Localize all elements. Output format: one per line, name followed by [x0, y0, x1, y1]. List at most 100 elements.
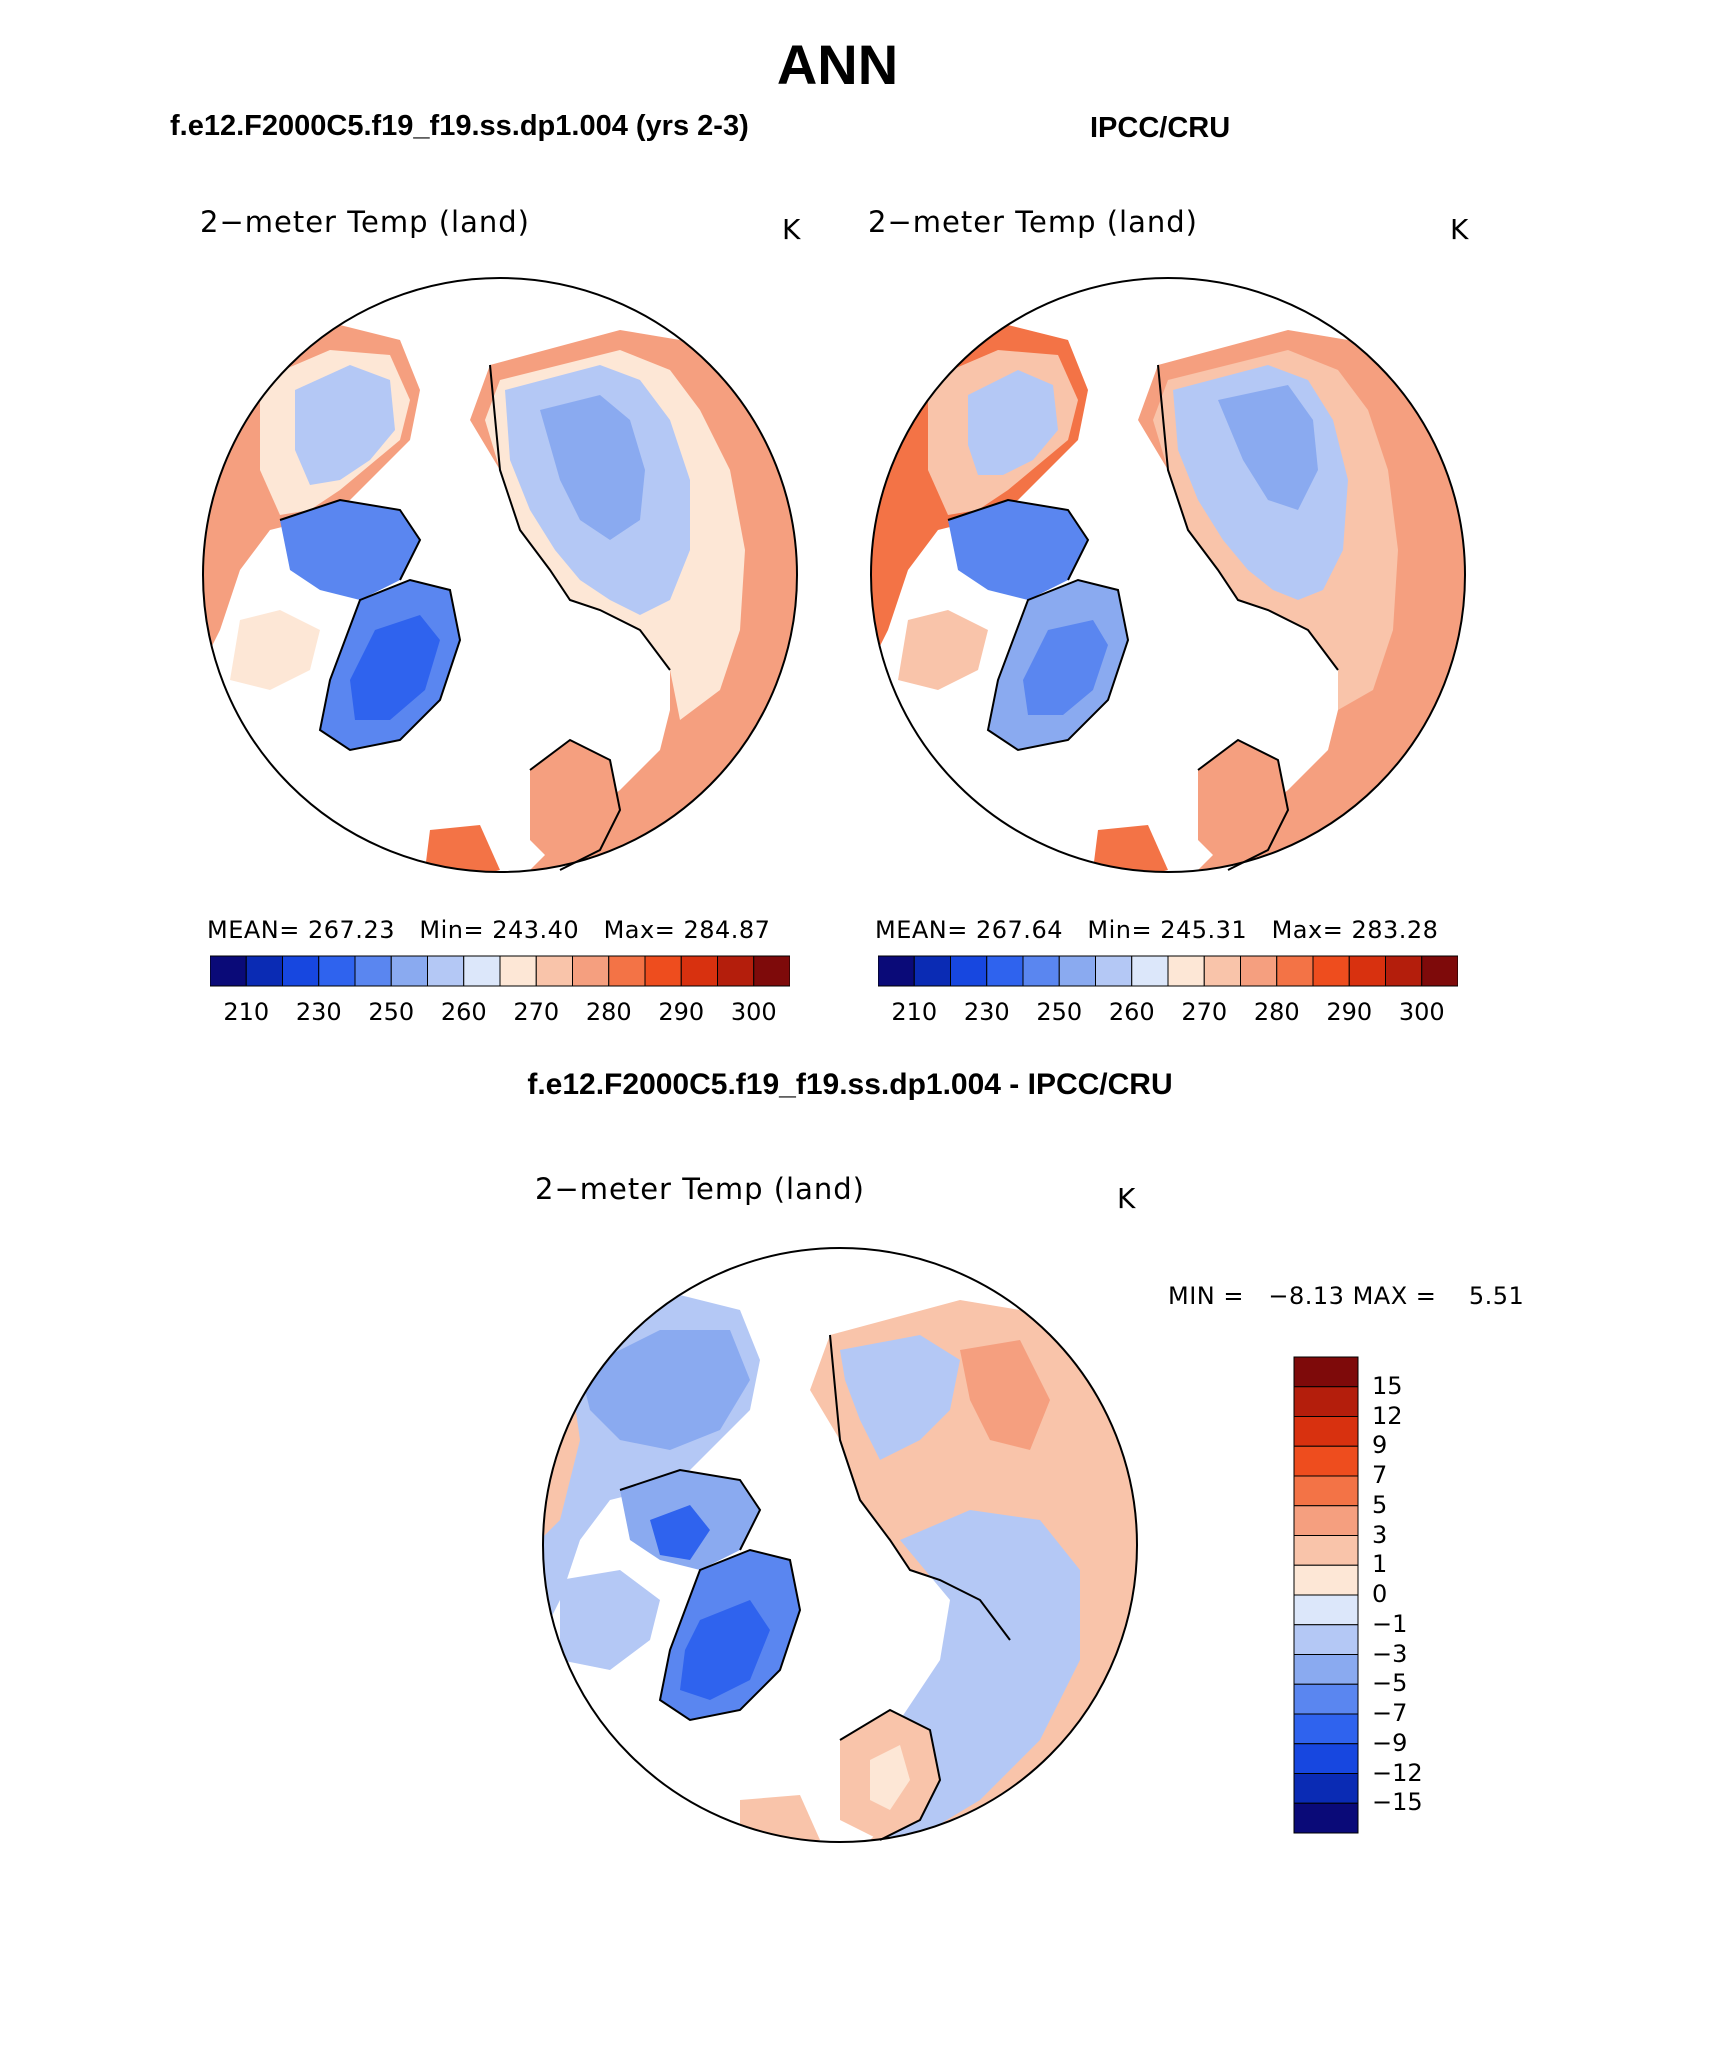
diff-max-value: 5.51	[1468, 1282, 1525, 1310]
obs-colorbar-tick-label: 230	[963, 998, 1010, 1026]
case-mean-value: 267.23	[308, 916, 395, 944]
case-colorbar-tick-label: 260	[440, 998, 487, 1026]
obs-min-value: 245.31	[1160, 916, 1248, 944]
obs-colorbar-tick-label: 280	[1253, 998, 1300, 1026]
diff-colorbar-label: −3	[1372, 1639, 1408, 1668]
diff-colorbar-swatch	[1293, 1654, 1359, 1685]
case-colorbar	[210, 955, 790, 987]
obs-colorbar-swatch	[950, 955, 988, 987]
diff-colorbar-swatch	[1293, 1475, 1359, 1507]
obs-max-value: 283.28	[1351, 916, 1439, 944]
obs-colorbar-swatch	[1131, 955, 1169, 987]
diff-colorbar-label: 7	[1372, 1461, 1388, 1489]
case-colorbar-swatch	[572, 955, 610, 987]
diff-colorbar-label: 5	[1372, 1490, 1388, 1519]
diff-polar-map	[542, 1247, 1138, 1843]
case-colorbar-ticks: 210 230 250 260 270 280 290 300	[210, 998, 790, 1028]
diff-colorbar-label: 3	[1372, 1520, 1388, 1549]
diff-colorbar-label: 0	[1372, 1580, 1388, 1608]
case-polar-map	[202, 277, 798, 873]
obs-colorbar-tick-label: 210	[891, 998, 938, 1026]
obs-colorbar-swatch	[986, 955, 1024, 987]
figure-title: ANN	[776, 33, 899, 96]
obs-colorbar-swatch	[1167, 955, 1205, 987]
diff-colorbar-swatch	[1293, 1802, 1359, 1834]
diff-min-label: MIN =	[1168, 1282, 1244, 1310]
obs-colorbar-swatch	[1312, 955, 1350, 987]
diff-units-label: K	[1117, 1182, 1136, 1215]
diff-colorbar-swatch	[1293, 1416, 1359, 1447]
case-colorbar-tick-label: 230	[295, 998, 342, 1026]
obs-colorbar-tick-label: 260	[1108, 998, 1155, 1026]
case-colorbar-tick-label: 250	[368, 998, 415, 1026]
case-colorbar-swatch	[390, 955, 428, 987]
case-panel-heading: f.e12.F2000C5.f19_f19.ss.dp1.004 (yrs 2-…	[170, 110, 749, 142]
obs-panel-heading: IPCC/CRU	[1090, 112, 1231, 144]
diff-colorbar-swatch	[1293, 1535, 1359, 1566]
diff-colorbar-swatch	[1293, 1564, 1359, 1596]
case-colorbar-tick-label: 210	[223, 998, 270, 1026]
obs-stats: MEAN= 267.64 Min= 245.31 Max= 283.28	[875, 916, 1438, 944]
obs-colorbar-tick-label: 250	[1036, 998, 1083, 1026]
case-colorbar-tick-label: 290	[658, 998, 705, 1026]
diff-colorbar-swatch	[1293, 1773, 1359, 1804]
diff-colorbar	[1293, 1356, 1359, 1834]
case-colorbar-swatch	[644, 955, 682, 987]
case-min-label: Min=	[419, 916, 485, 944]
case-stats: MEAN= 267.23 Min= 243.40 Max= 284.87	[207, 916, 770, 944]
obs-colorbar-swatch	[1240, 955, 1278, 987]
obs-colorbar-ticks: 210 230 250 260 270 280 290 300	[878, 998, 1458, 1028]
obs-max-label: Max=	[1271, 916, 1344, 944]
case-colorbar-swatch	[608, 955, 646, 987]
obs-colorbar-swatch	[1058, 955, 1096, 987]
obs-colorbar-tick-label: 290	[1326, 998, 1373, 1026]
case-colorbar-swatch	[463, 955, 501, 987]
case-colorbar-swatch	[499, 955, 537, 987]
diff-colorbar-label: −7	[1372, 1699, 1408, 1727]
case-colorbar-swatch	[282, 955, 320, 987]
diff-colorbar-swatch	[1293, 1356, 1359, 1388]
case-colorbar-tick-label: 300	[730, 998, 777, 1026]
obs-colorbar-tick-label: 270	[1181, 998, 1228, 1026]
diff-colorbar-swatch	[1293, 1624, 1359, 1655]
diff-colorbar-swatch	[1293, 1594, 1359, 1626]
diff-panel-heading: f.e12.F2000C5.f19_f19.ss.dp1.004 - IPCC/…	[527, 1068, 1173, 1101]
case-max-label: Max=	[603, 916, 676, 944]
obs-variable-label: 2−meter Temp (land)	[868, 205, 1198, 239]
obs-mean-label: MEAN=	[875, 916, 968, 944]
case-colorbar-swatch	[427, 955, 465, 987]
case-colorbar-tick-label: 280	[585, 998, 632, 1026]
diff-colorbar-swatch	[1293, 1743, 1359, 1774]
case-colorbar-swatch	[210, 955, 247, 987]
obs-mean-value: 267.64	[976, 916, 1063, 944]
obs-colorbar-swatch	[1348, 955, 1386, 987]
obs-colorbar-swatch	[878, 955, 915, 987]
case-mean-label: MEAN=	[207, 916, 300, 944]
obs-min-label: Min=	[1087, 916, 1153, 944]
obs-colorbar-swatch	[1276, 955, 1314, 987]
diff-colorbar-labels: 15 12 9 7 5 3 1 0 −1 −3 −5 −7 −9 −12 −15	[1372, 1356, 1452, 1836]
diff-max-label: MAX =	[1352, 1282, 1437, 1310]
diff-colorbar-label: −1	[1372, 1609, 1408, 1638]
case-max-value: 284.87	[683, 916, 771, 944]
obs-colorbar-swatch	[1385, 955, 1423, 987]
diff-variable-label: 2−meter Temp (land)	[535, 1172, 865, 1206]
diff-colorbar-label: −5	[1372, 1669, 1408, 1698]
obs-colorbar-tick-label: 300	[1398, 998, 1445, 1026]
obs-polar-map	[870, 277, 1466, 873]
case-min-value: 243.40	[492, 916, 580, 944]
diff-colorbar-label: −15	[1372, 1788, 1423, 1817]
diff-colorbar-label: 9	[1372, 1431, 1388, 1460]
case-colorbar-swatch	[717, 955, 755, 987]
case-variable-label: 2−meter Temp (land)	[200, 205, 530, 239]
diff-colorbar-swatch	[1293, 1683, 1359, 1715]
diff-colorbar-swatch	[1293, 1713, 1359, 1745]
diff-colorbar-label: 12	[1372, 1401, 1403, 1430]
obs-colorbar-swatch	[1095, 955, 1133, 987]
obs-colorbar-swatch	[913, 955, 951, 987]
obs-colorbar-swatch	[1022, 955, 1060, 987]
case-colorbar-swatch	[354, 955, 392, 987]
diff-min-value: −8.13	[1268, 1282, 1345, 1310]
case-units-label: K	[782, 213, 801, 246]
obs-colorbar-swatch	[1421, 955, 1458, 987]
